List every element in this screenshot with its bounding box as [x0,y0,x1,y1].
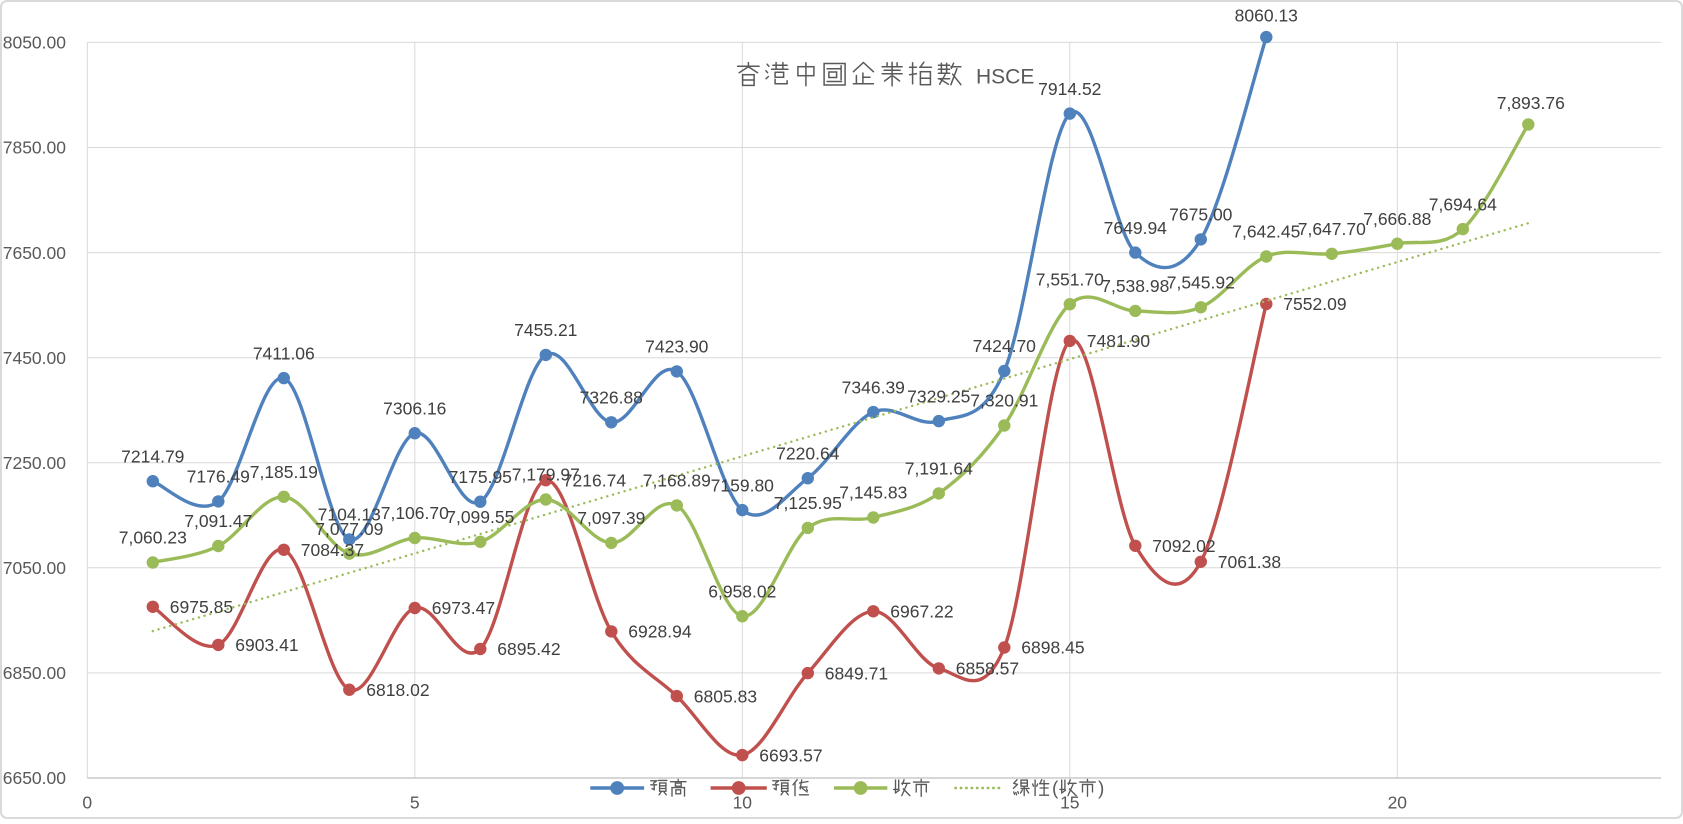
svg-text:7,091.47: 7,091.47 [184,511,252,531]
svg-text:7552.09: 7552.09 [1283,294,1346,314]
svg-text:6818.02: 6818.02 [366,680,429,700]
svg-text:6850.00: 6850.00 [3,663,67,683]
svg-text:6858.57: 6858.57 [956,659,1019,679]
svg-text:7346.39: 7346.39 [842,377,905,397]
svg-text:7,551.70: 7,551.70 [1036,269,1104,289]
svg-text:(: ( [1052,779,1059,800]
svg-text:6903.41: 6903.41 [235,635,298,655]
svg-text:7,538.98: 7,538.98 [1101,276,1169,296]
svg-text:7092.02: 7092.02 [1152,536,1215,556]
svg-text:10: 10 [733,793,753,813]
svg-text:7850.00: 7850.00 [3,138,67,158]
svg-text:7250.00: 7250.00 [3,453,67,473]
svg-text:7675.00: 7675.00 [1169,205,1233,225]
svg-text:7214.79: 7214.79 [121,446,184,466]
svg-text:7,106.70: 7,106.70 [381,503,449,523]
svg-text:6898.45: 6898.45 [1021,638,1084,658]
svg-text:7061.38: 7061.38 [1218,552,1281,572]
svg-text:7650.00: 7650.00 [3,243,67,263]
svg-text:7,191.64: 7,191.64 [905,459,973,479]
svg-text:7,125.95: 7,125.95 [774,493,842,513]
svg-text:6975.85: 6975.85 [170,597,233,617]
svg-text:0: 0 [82,793,92,813]
svg-text:6805.83: 6805.83 [694,686,757,706]
svg-text:7,694.64: 7,694.64 [1429,194,1497,214]
svg-text:7,647.70: 7,647.70 [1298,219,1366,239]
svg-text:6650.00: 6650.00 [3,768,67,788]
svg-text:6967.22: 6967.22 [890,602,953,622]
svg-text:7,077.09: 7,077.09 [315,519,383,539]
svg-text:7176.49: 7176.49 [187,467,250,487]
svg-text:7104.13: 7104.13 [318,505,381,525]
svg-text:7,099.55: 7,099.55 [446,507,514,527]
svg-text:7306.16: 7306.16 [383,398,446,418]
svg-text:7,179.97: 7,179.97 [512,465,580,485]
svg-text:7,545.92: 7,545.92 [1167,273,1235,293]
svg-text:7481.90: 7481.90 [1087,331,1151,351]
svg-text:7329.25: 7329.25 [907,386,970,406]
svg-text:15: 15 [1060,793,1079,813]
svg-text:7411.06: 7411.06 [253,343,315,363]
svg-text:6849.71: 6849.71 [825,663,888,683]
svg-text:7455.21: 7455.21 [514,320,577,340]
svg-text:7216.74: 7216.74 [563,470,627,490]
svg-text:7326.88: 7326.88 [580,388,643,408]
svg-text:7,666.88: 7,666.88 [1363,209,1431,229]
svg-text:6928.94: 6928.94 [628,622,692,642]
svg-text:7050.00: 7050.00 [3,558,67,578]
svg-text:7159.80: 7159.80 [711,475,775,495]
svg-text:5: 5 [410,793,420,813]
svg-text:7220.64: 7220.64 [776,443,840,463]
svg-text:6,958.02: 6,958.02 [708,581,776,601]
svg-text:7,060.23: 7,060.23 [119,528,187,548]
svg-text:6973.47: 6973.47 [432,598,495,618]
svg-text:7,320.91: 7,320.91 [970,391,1038,411]
svg-text:7,185.19: 7,185.19 [250,462,318,482]
svg-text:): ) [1098,779,1104,800]
svg-text:7914.52: 7914.52 [1038,79,1101,99]
svg-text:7,145.83: 7,145.83 [839,483,907,503]
svg-text:7424.70: 7424.70 [973,336,1037,356]
svg-text:7450.00: 7450.00 [3,348,67,368]
svg-text:7,097.39: 7,097.39 [577,508,645,528]
svg-text:7,642.45: 7,642.45 [1232,222,1300,242]
svg-text:7649.94: 7649.94 [1104,218,1168,238]
svg-text:7423.90: 7423.90 [645,337,709,357]
svg-text:HSCE: HSCE [976,66,1034,89]
svg-text:7,893.76: 7,893.76 [1497,93,1565,113]
svg-text:6895.42: 6895.42 [497,639,560,659]
svg-text:8050.00: 8050.00 [3,33,67,53]
svg-text:7175.95: 7175.95 [449,467,512,487]
svg-text:8060.13: 8060.13 [1235,6,1298,26]
svg-text:20: 20 [1388,793,1408,813]
svg-text:7084.37: 7084.37 [301,540,364,560]
svg-text:7,168.89: 7,168.89 [643,471,711,491]
svg-text:6693.57: 6693.57 [759,745,822,765]
